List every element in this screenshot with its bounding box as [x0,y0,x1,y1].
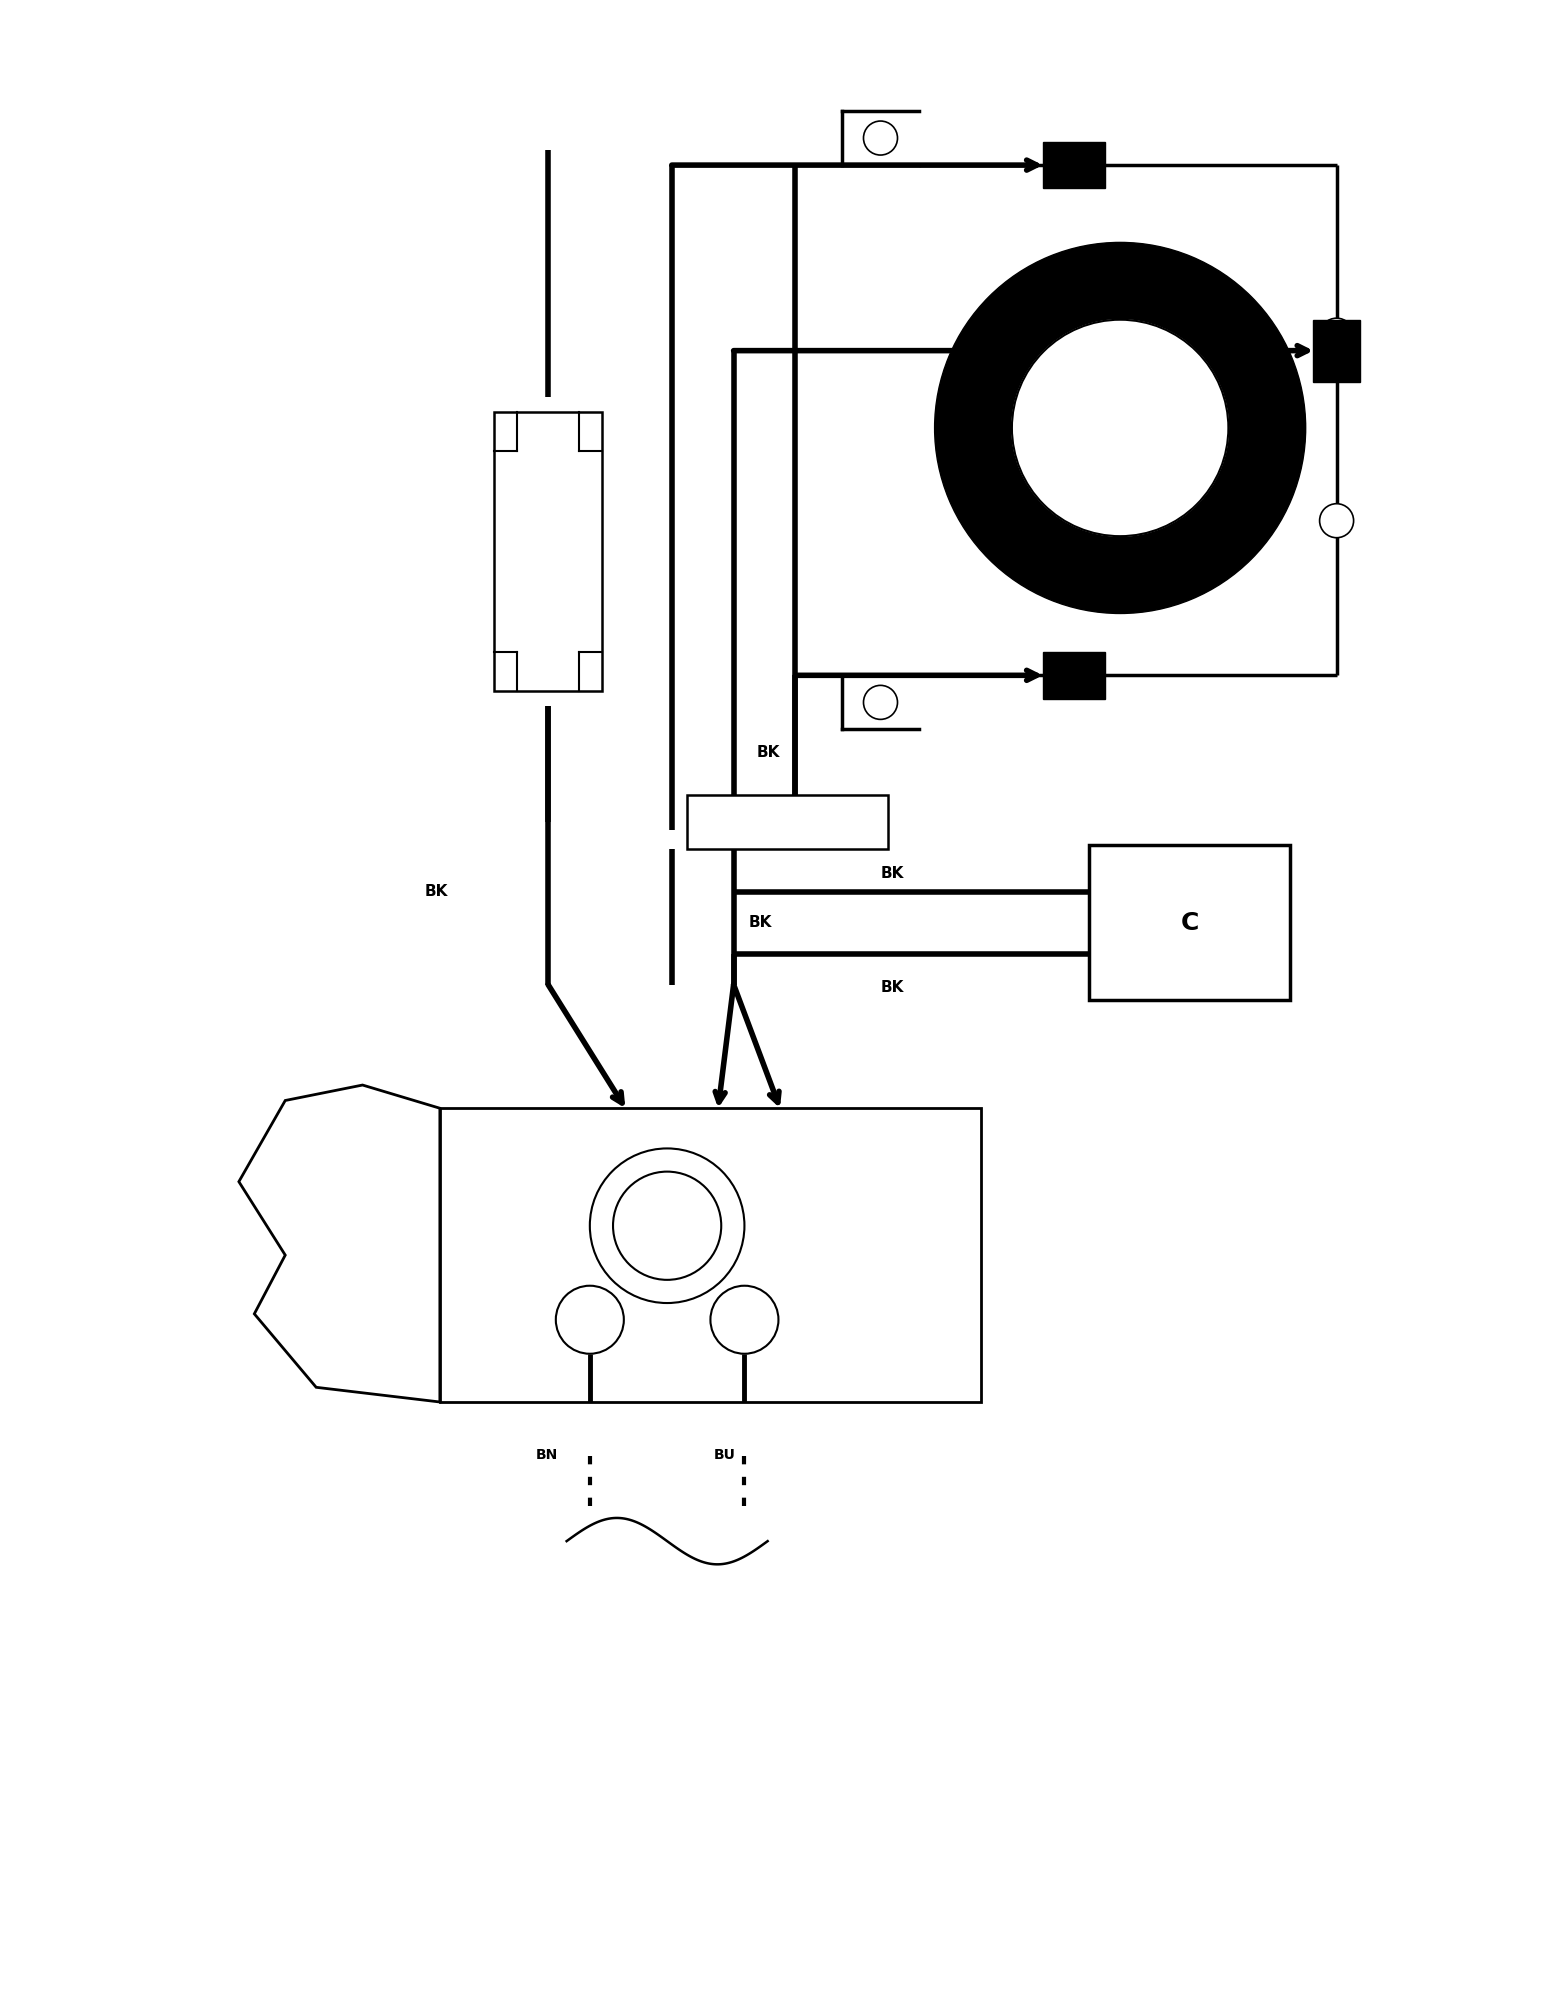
Bar [1042,652,1104,698]
Circle shape [710,1286,778,1354]
Bar [1042,142,1104,188]
Text: BU: BU [713,1448,735,1462]
Bar [495,412,602,690]
Circle shape [613,1172,721,1280]
Bar [688,796,888,850]
Circle shape [1320,504,1354,538]
Bar [1314,320,1360,382]
Text: BK: BK [880,866,903,880]
Text: BK: BK [749,916,772,930]
Text: BK: BK [424,884,448,900]
Circle shape [864,686,897,720]
Text: C: C [1181,910,1200,934]
Text: BN: BN [535,1448,558,1462]
Circle shape [1320,318,1354,352]
Bar [1089,846,1290,1000]
Circle shape [1012,320,1228,536]
Text: BK: BK [880,980,903,996]
Polygon shape [239,1086,440,1402]
Circle shape [864,122,897,156]
Bar [440,1108,981,1402]
Text: BK: BK [757,746,780,760]
Circle shape [590,1148,744,1304]
Circle shape [555,1286,624,1354]
